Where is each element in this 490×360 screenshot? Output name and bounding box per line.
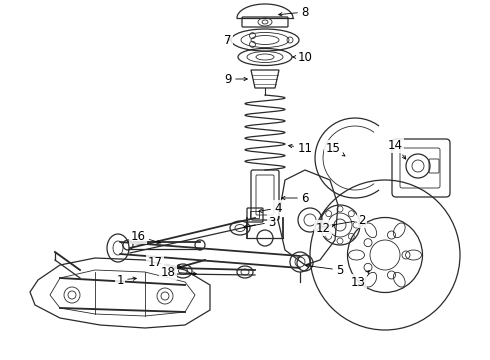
Text: 7: 7 bbox=[224, 33, 232, 46]
Text: 11: 11 bbox=[289, 141, 313, 154]
Text: 17: 17 bbox=[147, 256, 181, 269]
Text: 14: 14 bbox=[388, 139, 406, 159]
Text: 13: 13 bbox=[350, 271, 369, 288]
Text: 18: 18 bbox=[161, 266, 196, 279]
Text: 3: 3 bbox=[244, 216, 276, 229]
Text: 5: 5 bbox=[306, 264, 343, 276]
Text: 1: 1 bbox=[116, 274, 136, 287]
Text: 10: 10 bbox=[293, 50, 313, 63]
Text: 12: 12 bbox=[316, 221, 335, 234]
Text: 15: 15 bbox=[325, 141, 345, 156]
Text: 6: 6 bbox=[282, 192, 309, 204]
Text: 2: 2 bbox=[318, 213, 366, 229]
Text: 8: 8 bbox=[279, 5, 309, 18]
Text: 16: 16 bbox=[130, 230, 160, 243]
Text: 4: 4 bbox=[259, 202, 282, 215]
Text: 9: 9 bbox=[224, 72, 247, 86]
